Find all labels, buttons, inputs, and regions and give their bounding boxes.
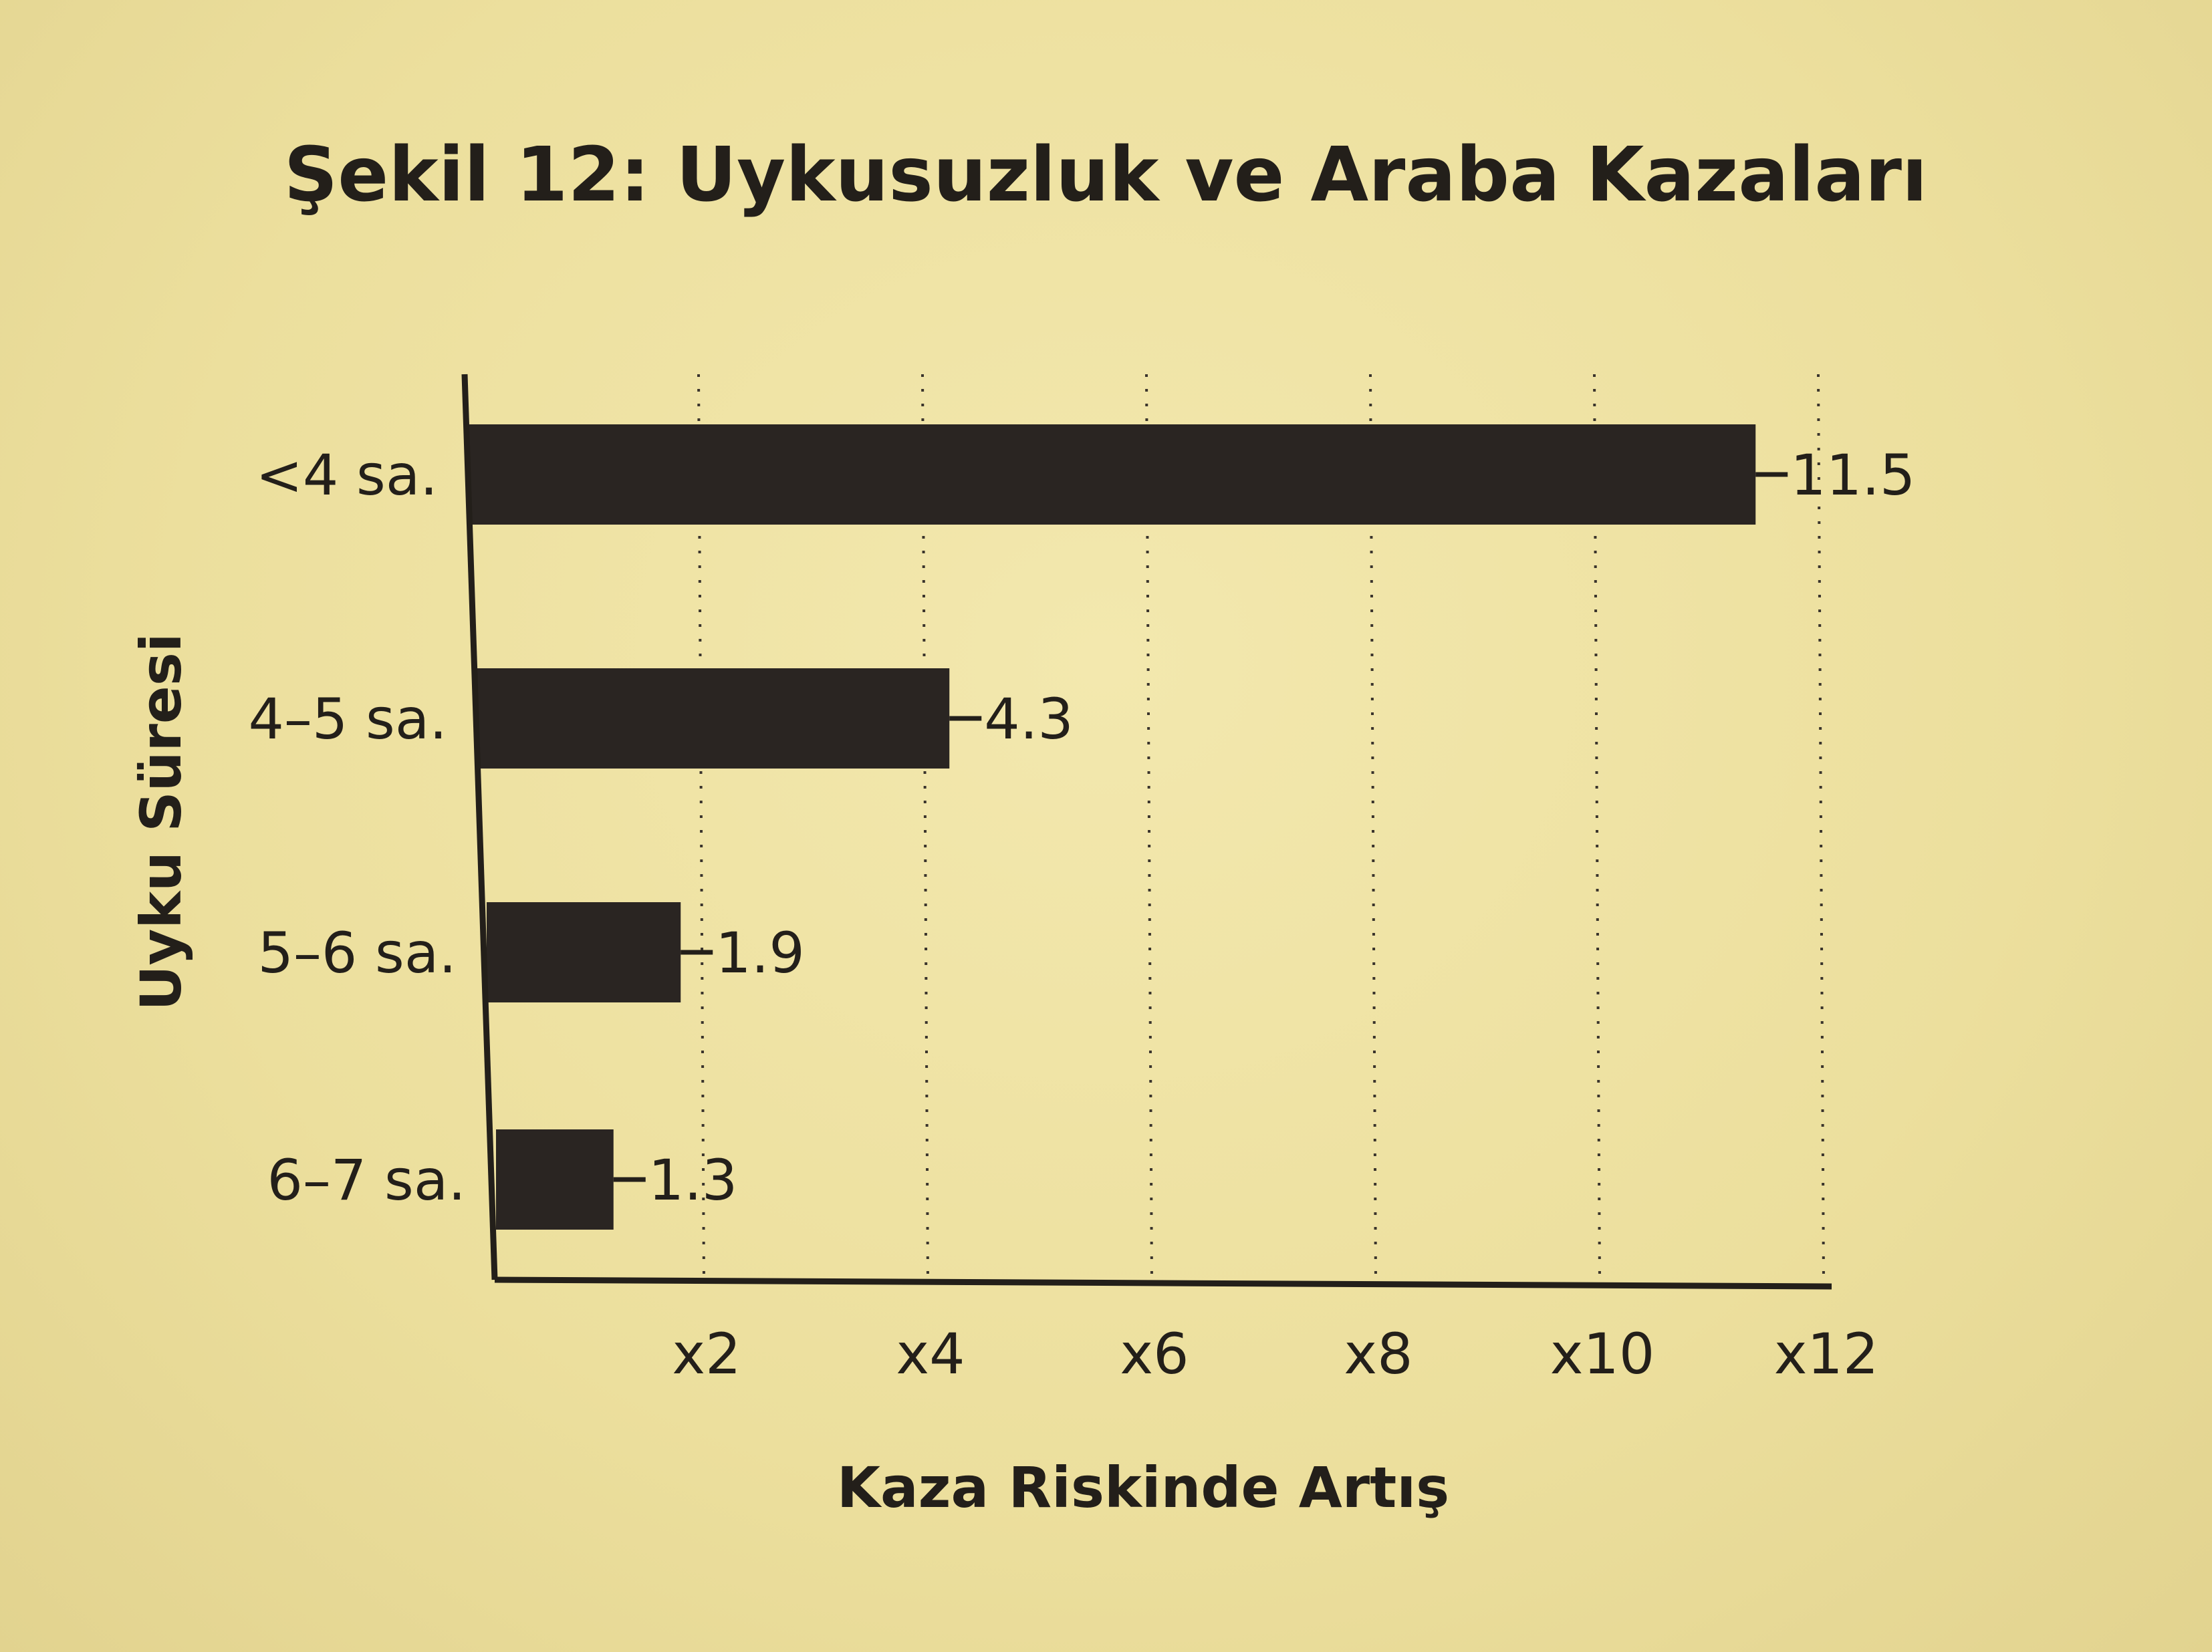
x-tick-label: x4 xyxy=(896,1321,965,1387)
labels: x2 x4 x6 x8 x10 x12 11.5 <4 sa. 4.3 4–5 sa. 1.9 5–6… xyxy=(248,442,1915,1387)
y-axis-line xyxy=(461,374,498,1280)
value-label: 1.3 xyxy=(648,1147,738,1213)
bar xyxy=(487,902,681,1002)
value-label: 1.9 xyxy=(715,920,805,986)
x-tick-label: x10 xyxy=(1550,1321,1655,1387)
gridline-x12 xyxy=(1817,374,1825,1280)
value-label: 4.3 xyxy=(984,686,1074,752)
category-label: 6–7 sa. xyxy=(267,1147,466,1213)
x-tick-label: x6 xyxy=(1120,1321,1189,1387)
category-label: 4–5 sa. xyxy=(248,686,447,752)
x-tick-label: x12 xyxy=(1774,1321,1879,1387)
category-label: <4 sa. xyxy=(256,442,438,508)
bar xyxy=(496,1129,614,1230)
x-tick-label: x8 xyxy=(1344,1321,1412,1387)
category-label: 5–6 sa. xyxy=(257,920,457,986)
x-axis-line xyxy=(494,1276,1832,1290)
x-tick-label: x2 xyxy=(672,1321,741,1387)
bar xyxy=(477,668,950,769)
y-axis-title: Uyku Süresi xyxy=(128,633,194,1010)
x-axis-title: Kaza Riskinde Artış xyxy=(837,1455,1449,1520)
bar xyxy=(468,424,1756,525)
chart-title: Şekil 12: Uykusuzluk ve Araba Kazaları xyxy=(284,132,1928,219)
bars xyxy=(468,424,1788,1230)
value-label: 11.5 xyxy=(1790,442,1915,508)
